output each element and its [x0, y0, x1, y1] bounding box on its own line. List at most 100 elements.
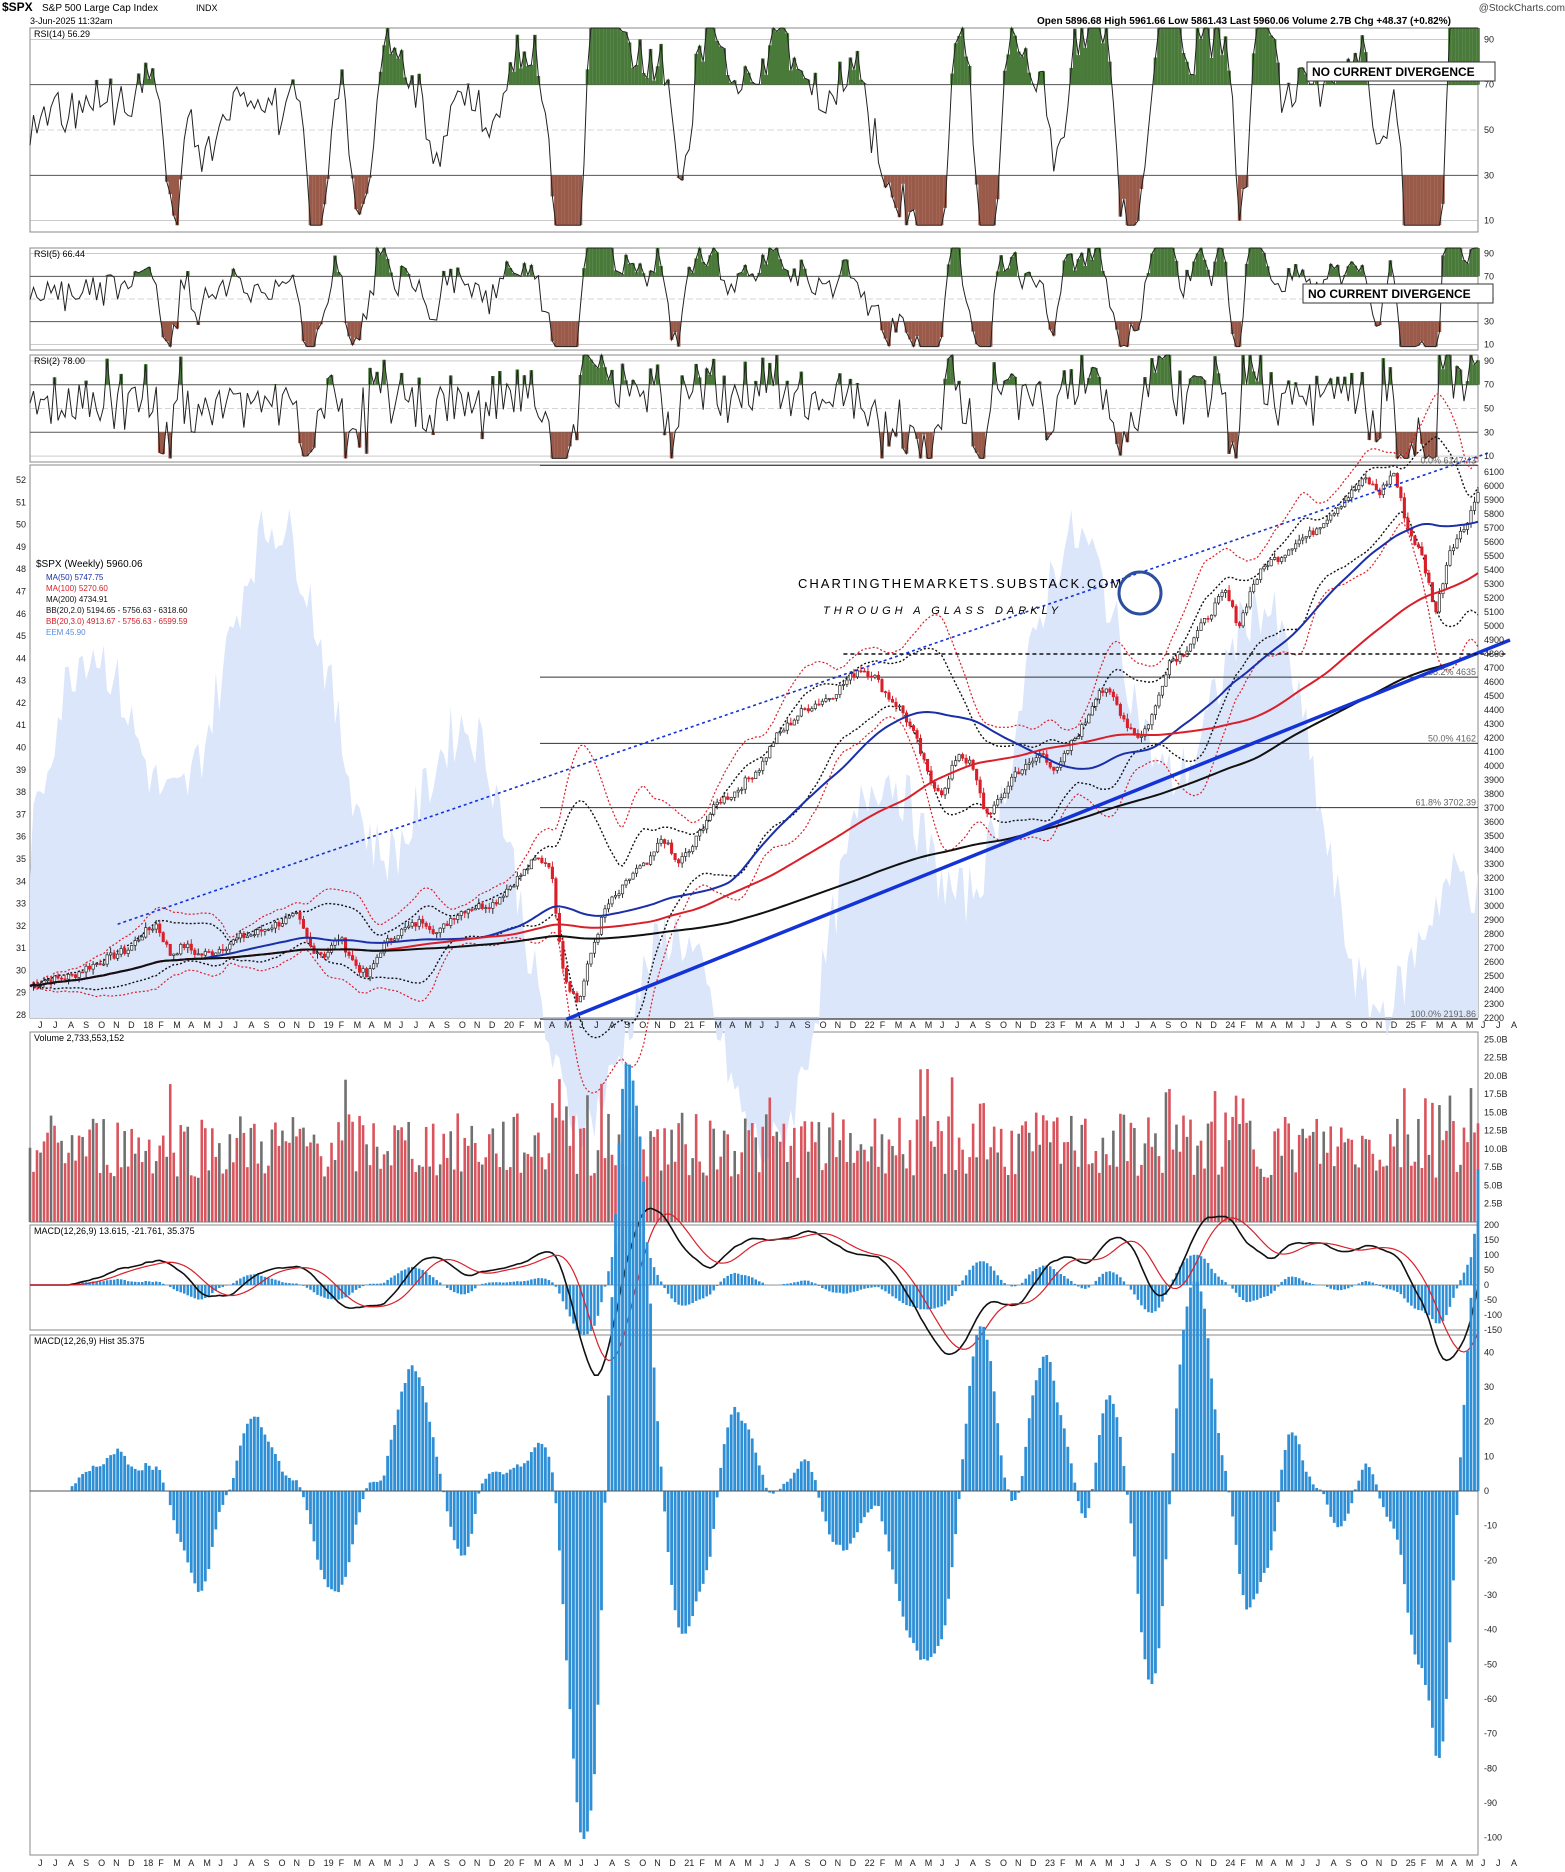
volume-bar: [523, 1152, 526, 1222]
volume-bar: [551, 1103, 554, 1222]
hist-bar: [649, 1303, 652, 1491]
hist-bar: [70, 1486, 74, 1491]
hist-bar: [1364, 1463, 1368, 1491]
hist-bar: [1017, 1491, 1021, 1493]
axis-tick-label: 4000: [1484, 761, 1504, 771]
volume-bar: [554, 1117, 558, 1222]
volume-bar: [978, 1103, 982, 1222]
volume-bar: [754, 1137, 758, 1222]
time-axis-label: J: [1120, 1858, 1125, 1868]
hist-bar: [894, 1491, 898, 1584]
volume-bar: [761, 1126, 765, 1222]
candle-body: [301, 918, 306, 929]
time-axis-label: D: [128, 1020, 135, 1030]
volume-bar: [165, 1156, 169, 1222]
axis-tick-label: 10: [1484, 451, 1494, 461]
volume-bar: [1350, 1139, 1354, 1222]
hist-bar: [459, 1491, 463, 1556]
candle-body: [119, 948, 123, 955]
candle-body: [1238, 622, 1242, 627]
candle-body: [294, 912, 299, 914]
time-axis-label: 20: [504, 1020, 514, 1030]
volume-bar: [144, 1150, 147, 1222]
volume-bar: [782, 1123, 786, 1222]
volume-bar: [1217, 1174, 1220, 1222]
volume-bar: [323, 1176, 326, 1222]
volume-bar: [480, 1164, 484, 1222]
candle-body: [1160, 685, 1165, 696]
candle-body: [1266, 565, 1270, 568]
hist-bar: [221, 1491, 225, 1505]
volume-bar: [1080, 1124, 1084, 1222]
axis-tick-label: 31: [16, 943, 26, 953]
volume-bar: [568, 1145, 572, 1222]
volume-bar: [186, 1126, 190, 1222]
time-axis-label: D: [1391, 1020, 1398, 1030]
volume-bar: [256, 1163, 260, 1222]
volume-bar: [1196, 1145, 1199, 1222]
volume-bar: [53, 1125, 56, 1222]
hist-bar: [372, 1481, 375, 1491]
candle-body: [98, 963, 102, 966]
volume-bar: [88, 1129, 91, 1222]
volume-bar: [239, 1116, 242, 1222]
candle-body: [740, 788, 744, 791]
volume-bar: [1210, 1121, 1213, 1222]
volume-bar: [487, 1134, 491, 1222]
volume-bar: [305, 1146, 309, 1222]
time-axis-label: J: [1481, 1858, 1486, 1868]
volume-bar: [105, 1164, 109, 1222]
volume-bar: [1329, 1126, 1333, 1222]
candle-body: [186, 943, 190, 949]
volume-bar: [421, 1166, 424, 1222]
time-axis-label: J: [53, 1858, 58, 1868]
volume-bar: [985, 1159, 989, 1222]
hist-bar: [719, 1467, 723, 1491]
volume-bar: [526, 1154, 530, 1222]
hist-bar: [1227, 1491, 1231, 1493]
volume-bar: [1185, 1136, 1189, 1222]
volume-bar: [880, 1134, 884, 1222]
hist-bar: [1140, 1491, 1143, 1633]
hist-bar: [217, 1491, 221, 1512]
candle-body: [1174, 658, 1179, 662]
candle-body: [1388, 475, 1392, 485]
time-axis-label: A: [68, 1858, 74, 1868]
candle-body: [1315, 528, 1319, 535]
hist-bar: [1006, 1489, 1010, 1491]
volume-bar: [375, 1146, 379, 1222]
volume-bar: [1055, 1117, 1059, 1222]
volume-bar: [312, 1134, 316, 1222]
hist-bar: [905, 1491, 908, 1631]
volume-bar: [614, 1165, 617, 1222]
candle-body: [1294, 543, 1298, 550]
volume-bar: [943, 1173, 947, 1222]
hist-bar: [386, 1455, 390, 1491]
candle-body: [796, 715, 800, 721]
time-axis-label: F: [1240, 1858, 1246, 1868]
candle-body: [207, 951, 211, 953]
volume-bar: [670, 1129, 673, 1222]
hist-bar: [778, 1488, 782, 1491]
hist-bar: [263, 1434, 267, 1491]
time-axis-label: S: [444, 1858, 450, 1868]
time-axis-label: D: [669, 1020, 676, 1030]
hist-bar: [680, 1491, 684, 1634]
time-axis-label: A: [1451, 1020, 1457, 1030]
volume-bar: [1154, 1133, 1157, 1222]
candle-body: [687, 851, 691, 854]
volume-bar: [575, 1173, 579, 1222]
hist-bar: [810, 1472, 814, 1491]
candle-body: [799, 708, 803, 717]
volume-bar: [1143, 1143, 1147, 1222]
axis-tick-label: -150: [1484, 1325, 1502, 1335]
volume-bar: [694, 1114, 698, 1222]
candle-body: [1206, 618, 1210, 620]
volume-bar: [919, 1069, 922, 1222]
candle-body: [252, 934, 256, 936]
candle-body: [620, 884, 625, 895]
candle-body: [1143, 728, 1147, 737]
candle-body: [1371, 483, 1375, 486]
hist-bar: [1374, 1484, 1378, 1491]
volume-bar: [1245, 1122, 1248, 1222]
